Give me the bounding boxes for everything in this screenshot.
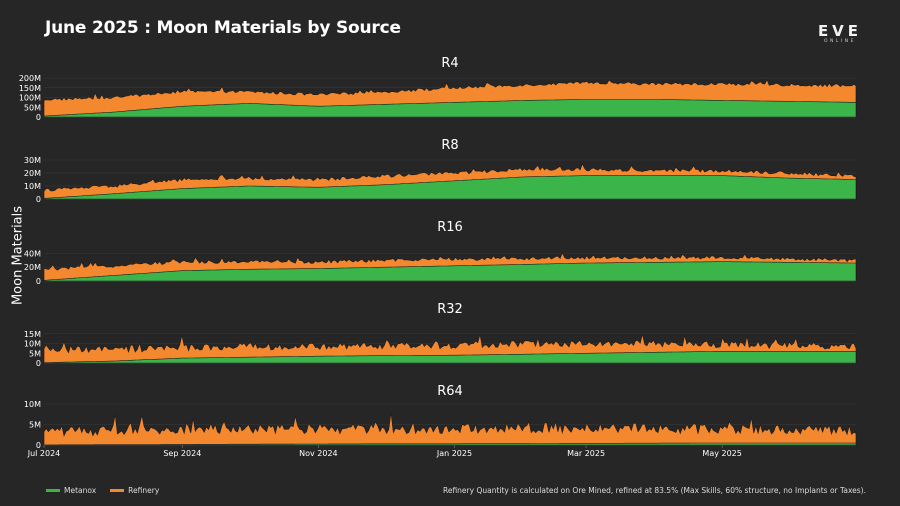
y-tick-label: 0 [36,441,41,450]
y-tick-label: 20M [24,263,41,272]
metanox-area-r8 [43,175,857,200]
metanox-area-r4 [43,99,857,118]
x-tick-label: Sep 2024 [163,449,201,458]
logo-sub-text: ONLINE [824,39,856,44]
panel-r64: R64 0 5M 10M [24,384,857,450]
y-tick-label: 0 [36,113,41,122]
y-tick-label: 15M [24,330,41,339]
x-tick-label: Jan 2025 [436,449,472,458]
legend-item-refinery[interactable]: Refinery [110,486,159,495]
eve-online-logo: EVE ONLINE [812,24,868,48]
panel-r8: R8 0 10M 20M 30M [24,138,857,204]
panel-r16: R16 0 20M 40M [24,220,857,286]
x-tick-label: May 2025 [702,449,741,458]
y-tick-label: 150M [19,84,41,93]
panel-title-r16: R16 [437,220,463,235]
chart-title: June 2025 : Moon Materials by Source [45,18,401,38]
y-tick-label: 50M [24,103,41,112]
y-tick-label: 100M [19,94,41,103]
y-tick-label: 5M [29,421,41,430]
legend-swatch-metanox [46,489,60,492]
y-tick-label: 10M [24,340,41,349]
x-tick-label: Jul 2024 [27,449,61,458]
legend-item-metanox[interactable]: Metanox [46,486,96,495]
y-tick-label: 10M [24,182,41,191]
logo-main-text: EVE [817,22,863,40]
refinery-area-r64 [43,412,857,446]
x-tick-label: Nov 2024 [299,449,338,458]
y-tick-label: 30M [24,156,41,165]
panel-title-r32: R32 [437,302,463,317]
metanox-area-r64 [43,442,857,446]
footnote: Refinery Quantity is calculated on Ore M… [442,486,866,495]
x-tick-label: Mar 2025 [567,449,605,458]
legend: Metanox Refinery [46,486,173,495]
panel-title-r4: R4 [441,56,458,71]
y-tick-label: 0 [36,359,41,368]
metanox-area-r32 [43,351,857,364]
y-tick-label: 0 [36,277,41,286]
legend-label-metanox: Metanox [64,486,97,495]
metanox-area-r16 [43,261,857,282]
legend-swatch-refinery [110,489,125,492]
y-tick-label: 10M [24,400,41,409]
panel-title-r64: R64 [437,384,463,399]
legend-label-refinery: Refinery [128,486,160,495]
y-tick-label: 5M [29,349,41,358]
y-tick-label: 0 [36,195,41,204]
panel-title-r8: R8 [441,138,458,153]
y-tick-label: 20M [24,169,41,178]
y-tick-label: 40M [24,249,41,258]
y-tick-label: 200M [19,74,41,83]
x-axis: Jul 2024 Sep 2024 Nov 2024 Jan 2025 Mar 2025… [27,445,742,458]
